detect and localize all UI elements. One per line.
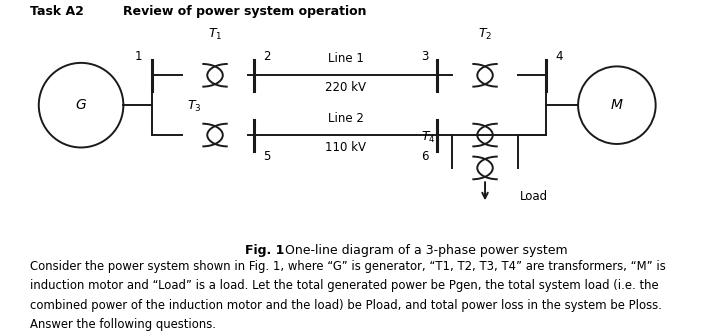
Text: 4: 4 — [556, 50, 563, 63]
Text: $T_1$: $T_1$ — [208, 27, 222, 42]
Text: induction motor and “Load” is a load. Let the total generated power be Pgen, the: induction motor and “Load” is a load. Le… — [30, 279, 658, 292]
Text: $T_4$: $T_4$ — [422, 129, 436, 145]
Text: Task A2: Task A2 — [30, 5, 83, 18]
Text: 2: 2 — [263, 50, 270, 63]
Text: $M$: $M$ — [610, 98, 624, 112]
Text: $T_3$: $T_3$ — [187, 99, 201, 114]
Text: 5: 5 — [263, 150, 270, 163]
Text: Consider the power system shown in Fig. 1, where “G” is generator, “T1, T2, T3, : Consider the power system shown in Fig. … — [30, 260, 666, 273]
Text: 220 kV: 220 kV — [325, 81, 366, 94]
Text: Line 2: Line 2 — [328, 112, 363, 125]
Text: Line 1: Line 1 — [328, 52, 363, 65]
Text: 1: 1 — [135, 50, 142, 63]
Text: Answer the following questions.: Answer the following questions. — [30, 318, 216, 331]
Text: combined power of the induction motor and the load) be Pload, and total power lo: combined power of the induction motor an… — [30, 299, 661, 312]
Text: Load: Load — [520, 190, 548, 203]
Text: 3: 3 — [421, 50, 428, 63]
Text: One-line diagram of a 3-phase power system: One-line diagram of a 3-phase power syst… — [277, 244, 568, 257]
Text: $T_2$: $T_2$ — [478, 27, 492, 42]
Text: Fig. 1: Fig. 1 — [245, 244, 285, 257]
Text: Review of power system operation: Review of power system operation — [123, 5, 367, 18]
Text: 110 kV: 110 kV — [325, 140, 366, 153]
Text: 6: 6 — [421, 150, 428, 163]
Text: $G$: $G$ — [75, 98, 87, 112]
